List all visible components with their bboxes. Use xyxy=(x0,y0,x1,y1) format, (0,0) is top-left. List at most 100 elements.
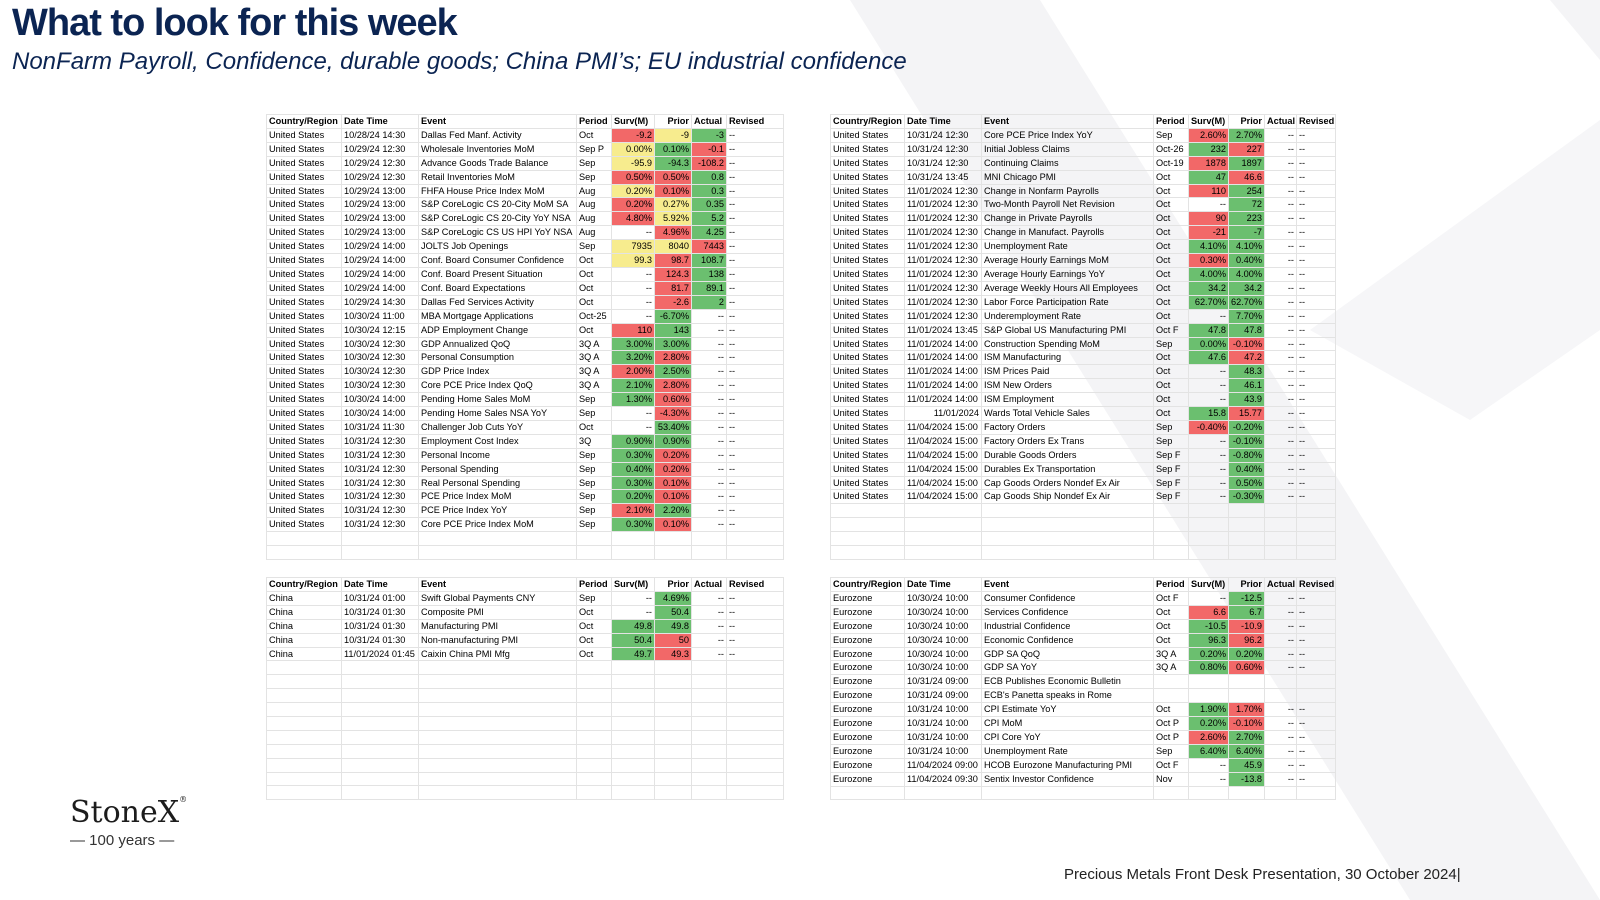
table-cell: -- xyxy=(691,447,727,463)
empty-cell xyxy=(691,702,727,717)
empty-cell xyxy=(418,674,577,690)
table-row: United States 11/01/2024 12:30 Average Hou… xyxy=(830,266,1336,282)
table-cell: Oct xyxy=(576,632,612,648)
table-cell: Wholesale Inventories MoM xyxy=(418,141,577,157)
empty-cell xyxy=(726,757,784,773)
table-cell: United States xyxy=(830,475,905,491)
table-cell: -108.2 xyxy=(691,155,727,171)
empty-cell xyxy=(266,771,342,787)
empty-cell xyxy=(1228,503,1265,519)
table-cell: 81.7 xyxy=(654,280,692,296)
table-cell: 10/29/24 14:00 xyxy=(341,253,419,268)
empty-cell xyxy=(341,674,419,690)
table-cell: Retail Inventories MoM xyxy=(418,169,577,185)
table-cell: 96.3 xyxy=(1188,632,1229,648)
logo-name: StoneX xyxy=(70,795,180,830)
table-cell: Oct xyxy=(1153,392,1189,408)
empty-cell xyxy=(341,785,419,801)
table-cell: -- xyxy=(1264,280,1297,296)
table-cell: 98.7 xyxy=(654,253,692,268)
table-cell: Sep xyxy=(1153,433,1189,449)
table-cell: United States xyxy=(830,336,905,352)
table-cell: -- xyxy=(726,169,784,185)
empty-cell xyxy=(576,729,612,745)
table-cell: 6.7 xyxy=(1228,604,1265,620)
table-row: United States 10/29/24 12:30 Advance Goods… xyxy=(266,155,784,171)
table-row: United States 10/29/24 13:00 FHFA House Pr… xyxy=(266,183,784,199)
empty-cell xyxy=(654,545,692,560)
table-cell: 3.00% xyxy=(654,336,692,352)
table-cell: Change in Nonfarm Payrolls xyxy=(981,183,1154,199)
table-cell: 0.40% xyxy=(1228,253,1265,268)
empty-cell xyxy=(1153,517,1189,533)
column-header: Event xyxy=(418,577,577,592)
table-cell: -0.10% xyxy=(1228,716,1265,731)
table-cell: -- xyxy=(1264,294,1297,310)
table-cell: -- xyxy=(726,378,784,394)
table-cell: Sep xyxy=(1153,336,1189,352)
table-cell: -- xyxy=(691,517,727,533)
table-cell: -- xyxy=(1296,183,1336,199)
table-cell: Real Personal Spending xyxy=(418,475,577,491)
table-cell: Pending Home Sales NSA YoY xyxy=(418,406,577,421)
empty-cell xyxy=(611,729,655,745)
table-cell: Oct xyxy=(1153,280,1189,296)
table-cell: -- xyxy=(1264,743,1297,759)
empty-cell xyxy=(1153,531,1189,547)
table-cell: 50.4 xyxy=(654,604,692,620)
empty-cell xyxy=(691,743,727,759)
page-title: What to look for this week xyxy=(12,2,458,44)
table-cell: Wards Total Vehicle Sales xyxy=(981,406,1154,421)
empty-cell xyxy=(341,771,419,787)
table-cell: -- xyxy=(1296,322,1336,338)
table-cell: Composite PMI xyxy=(418,604,577,620)
table-cell: United States xyxy=(830,350,905,366)
empty-cell xyxy=(418,771,577,787)
table-cell: -- xyxy=(726,632,784,648)
table-cell: 48.3 xyxy=(1228,364,1265,380)
table-cell: -- xyxy=(1264,169,1297,185)
table-cell: -- xyxy=(1264,447,1297,463)
table-cell: -- xyxy=(691,590,727,606)
table-cell: -4.30% xyxy=(654,406,692,421)
empty-cell xyxy=(726,729,784,745)
table-cell: United States xyxy=(266,239,342,255)
table-cell: 11/01/2024 13:45 xyxy=(904,322,982,338)
empty-cell xyxy=(691,660,727,676)
empty-cell xyxy=(1296,503,1336,519)
table-row: United States 10/31/24 12:30 Core PCE Pric… xyxy=(266,517,784,533)
table-row: United States 11/04/2024 15:00 Cap Goods S… xyxy=(830,489,1336,505)
empty-cell xyxy=(654,757,692,773)
table-cell: Eurozone xyxy=(830,632,905,648)
table-cell: 10/31/24 12:30 xyxy=(341,489,419,505)
table-cell: 7935 xyxy=(611,239,655,255)
table-cell: 10/29/24 12:30 xyxy=(341,155,419,171)
table-cell: 2.70% xyxy=(1228,127,1265,143)
empty-cell xyxy=(341,545,419,560)
empty-cell xyxy=(830,785,905,801)
empty-cell xyxy=(266,702,342,717)
table-cell: 10/30/24 14:00 xyxy=(341,392,419,408)
empty-cell xyxy=(1264,531,1297,547)
table-cell: Oct xyxy=(1153,169,1189,185)
column-header: Revised xyxy=(1296,577,1336,592)
table-cell: 0.50% xyxy=(654,169,692,185)
table-cell: 0.27% xyxy=(654,197,692,213)
table-cell: Non-manufacturing PMI xyxy=(418,632,577,648)
table-cell: 3Q A xyxy=(576,364,612,380)
table-cell: -- xyxy=(1296,169,1336,185)
table-cell: 3Q A xyxy=(1153,660,1189,676)
table-cell: Oct xyxy=(1153,604,1189,620)
table-cell: 0.30% xyxy=(611,447,655,463)
table-row: United States 11/01/2024 14:00 ISM Employm… xyxy=(830,392,1336,408)
empty-cell xyxy=(611,674,655,690)
table-cell: Average Hourly Earnings MoM xyxy=(981,253,1154,268)
table-row: United States 10/30/24 12:30 GDP Annualize… xyxy=(266,336,784,352)
table-cell: 11/01/2024 14:00 xyxy=(904,378,982,394)
table-cell: -- xyxy=(691,489,727,505)
table-cell: 0.00% xyxy=(1188,336,1229,352)
table-cell: United States xyxy=(266,392,342,408)
table-row: United States 10/29/24 14:00 Conf. Board E… xyxy=(266,280,784,296)
empty-cell xyxy=(341,743,419,759)
table-cell: United States xyxy=(266,517,342,533)
